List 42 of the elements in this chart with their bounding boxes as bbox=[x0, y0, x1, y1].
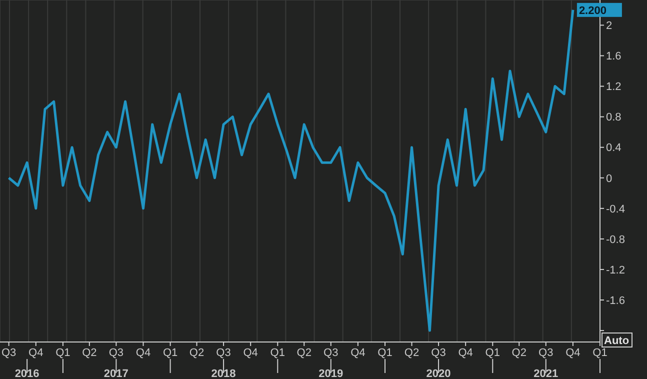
x-tick-label: Q4 bbox=[566, 346, 580, 359]
x-tick-label: Q3 bbox=[538, 346, 554, 359]
x-tick-label: Q3 bbox=[216, 346, 231, 359]
x-tick-label: Q3 bbox=[108, 346, 124, 359]
y-tick-label: -1.6 bbox=[606, 294, 625, 307]
x-tick-label: Q1 bbox=[270, 346, 285, 359]
x2-tick-label: 2018 bbox=[211, 368, 236, 379]
x-tick-label: Q1 bbox=[378, 346, 392, 359]
x-tick-label: Q2 bbox=[82, 346, 97, 359]
x2-tick-label: 2016 bbox=[14, 368, 40, 379]
x-tick-label: Q2 bbox=[296, 346, 312, 359]
x-tick-label: Q1 bbox=[162, 346, 178, 359]
x-tick-label: Q4 bbox=[458, 346, 473, 359]
x2-tick-label: 2021 bbox=[534, 368, 558, 379]
y-tick-label: 1.2 bbox=[606, 81, 622, 94]
y-tick-label: 0.4 bbox=[606, 142, 622, 154]
y-tick-label: 1.6 bbox=[606, 50, 622, 63]
x2-tick-label: 2019 bbox=[318, 368, 344, 379]
y-tick-label: -1.2 bbox=[606, 264, 625, 276]
line-series bbox=[8, 8, 574, 332]
x-tick-label: Q4 bbox=[136, 346, 151, 359]
data-label: 2.200 bbox=[578, 4, 606, 17]
x-tick-label: Q1 bbox=[56, 346, 70, 359]
x-tick-label: Q3 bbox=[324, 346, 338, 359]
y-tick-label: -0.4 bbox=[606, 203, 625, 216]
auto-button: Auto bbox=[602, 332, 632, 348]
x-tick-label: Q2 bbox=[404, 346, 420, 359]
x-tick-label: Q2 bbox=[512, 346, 526, 359]
x2-tick-label: 2017 bbox=[104, 368, 128, 379]
x-tick-label: Q1 bbox=[592, 346, 608, 359]
y-tick-label: 0.8 bbox=[606, 112, 622, 124]
y-tick-label: 0 bbox=[606, 172, 612, 185]
x2-tick-label: 2020 bbox=[426, 368, 451, 379]
x-tick-label: Q2 bbox=[189, 346, 204, 359]
x-tick-label: Q4 bbox=[243, 346, 258, 359]
x-tick-label: Q1 bbox=[485, 346, 500, 359]
x-tick-label: Q4 bbox=[28, 346, 44, 359]
x-tick-label: Q3 bbox=[1, 346, 16, 359]
y-tick-label: 2 bbox=[606, 20, 612, 32]
x-tick-label: Q4 bbox=[350, 346, 366, 359]
y-tick-label: -0.8 bbox=[606, 234, 625, 246]
x-tick-label: Q3 bbox=[431, 346, 446, 359]
